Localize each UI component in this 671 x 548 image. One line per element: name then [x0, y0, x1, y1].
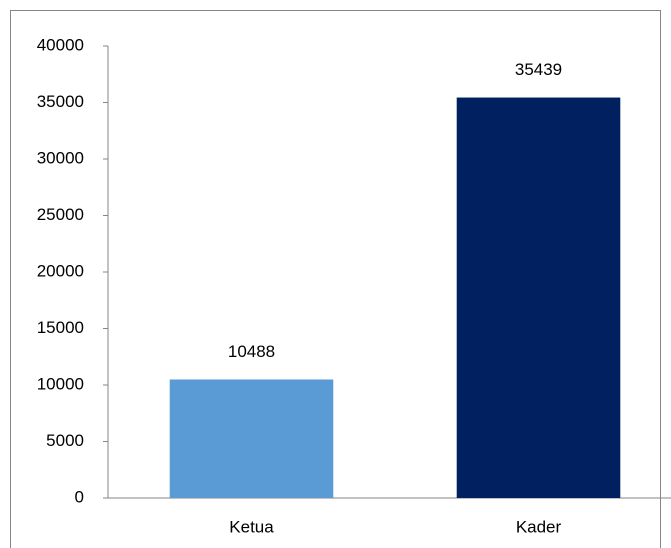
y-tick-label: 35000 — [37, 92, 84, 111]
bar — [456, 97, 621, 498]
y-tick-label: 20000 — [37, 261, 84, 280]
y-tick-label: 30000 — [37, 148, 84, 167]
y-tick-label: 5000 — [46, 431, 84, 450]
y-tick-label: 0 — [75, 487, 84, 506]
y-tick-label: 25000 — [37, 205, 84, 224]
data-label: 10488 — [228, 342, 275, 361]
y-tick-label: 10000 — [37, 374, 84, 393]
y-tick-label: 40000 — [37, 35, 84, 54]
y-tick-label: 15000 — [37, 318, 84, 337]
x-tick-label: Ketua — [229, 517, 274, 536]
x-tick-label: Kader — [516, 517, 562, 536]
data-label: 35439 — [515, 60, 562, 79]
bar — [169, 379, 334, 498]
